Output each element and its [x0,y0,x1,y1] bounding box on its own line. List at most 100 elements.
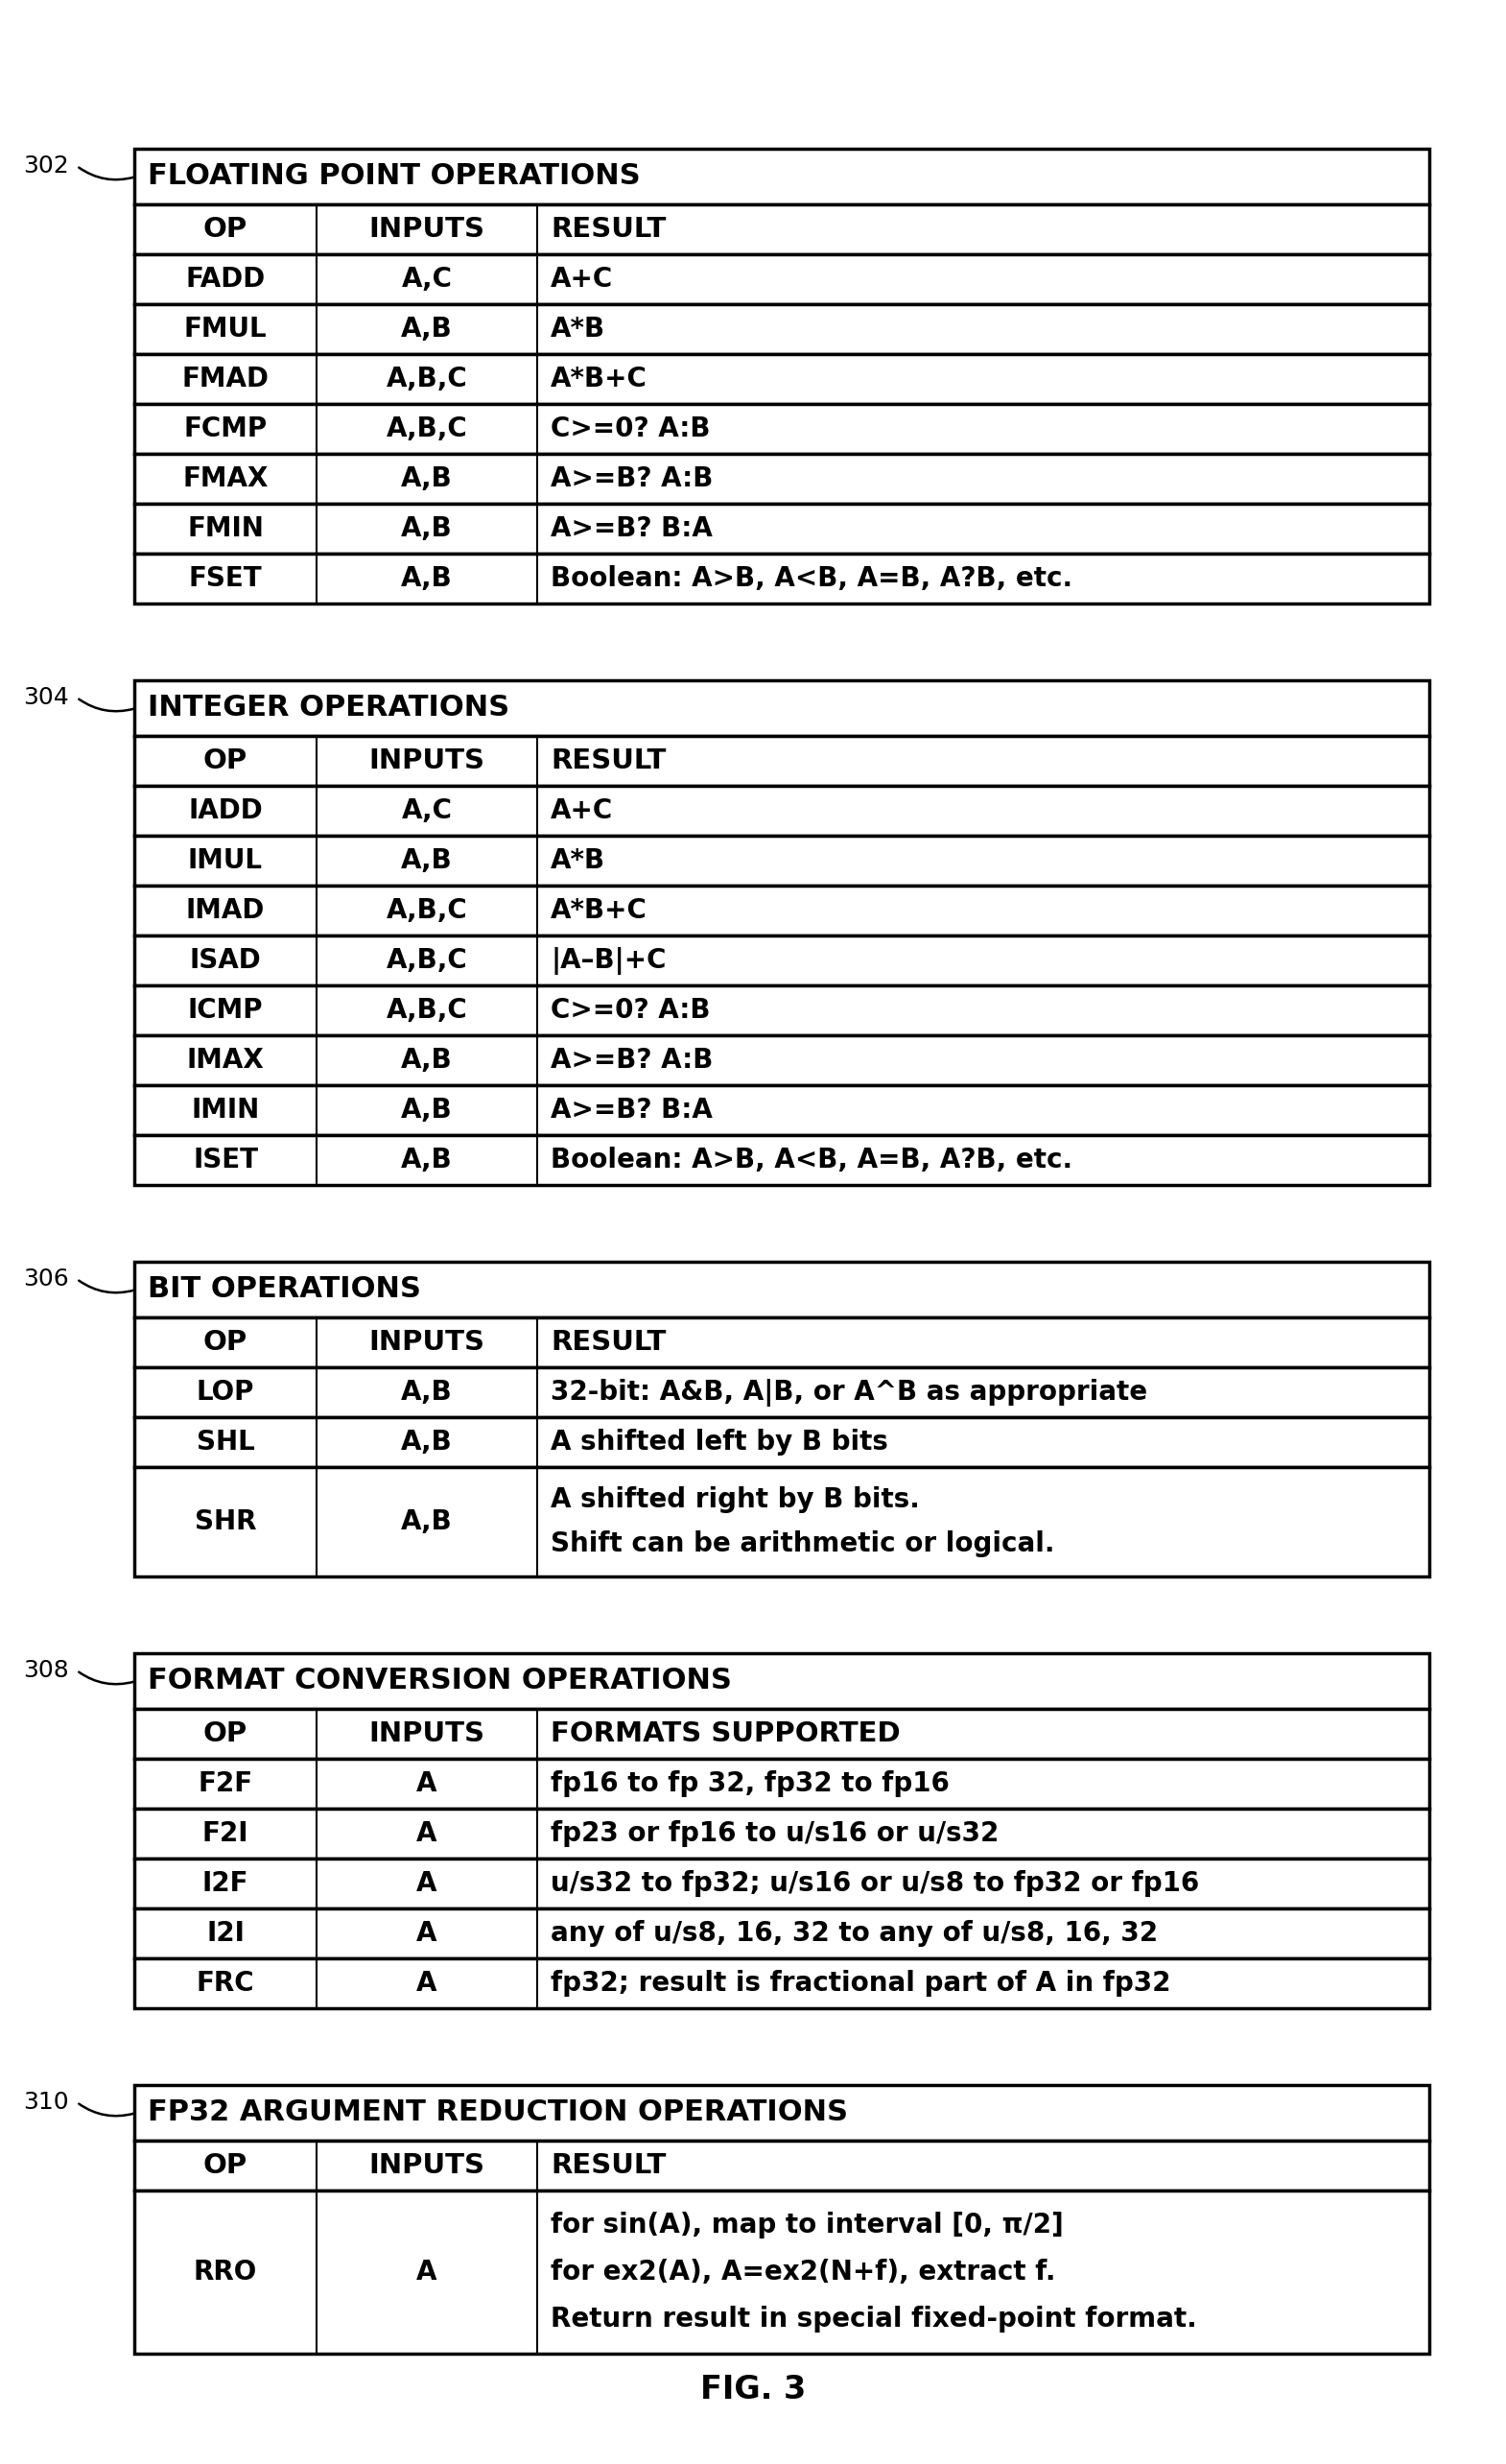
Text: SHR: SHR [194,1508,256,1535]
Text: A+C: A+C [551,798,613,825]
Text: A,B,C: A,B,C [386,365,467,392]
Text: FMAD: FMAD [182,365,270,392]
Text: A*B: A*B [551,315,605,342]
Bar [134,1084,1429,1136]
Bar [134,986,1429,1035]
Text: I2I: I2I [206,1919,244,1947]
Text: A,B: A,B [401,1096,453,1124]
Bar [134,1035,1429,1084]
Text: A,B: A,B [401,1146,453,1173]
Text: INPUTS: INPUTS [369,1328,485,1355]
Text: FSET: FSET [188,564,262,591]
Text: A,B: A,B [401,466,453,493]
Text: OP: OP [203,1720,247,1747]
Text: 32-bit: A&B, A|B, or A^B as appropriate: 32-bit: A&B, A|B, or A^B as appropriate [551,1377,1148,1407]
Text: fp32; result is fractional part of A in fp32: fp32; result is fractional part of A in … [551,1969,1170,1996]
Text: INPUTS: INPUTS [369,217,485,244]
Bar [134,1710,1429,1759]
Text: fp16 to fp 32, fp32 to fp16: fp16 to fp 32, fp32 to fp16 [551,1769,949,1796]
Bar [134,355,1429,404]
Text: u/s32 to fp32; u/s16 or u/s8 to fp32 or fp16: u/s32 to fp32; u/s16 or u/s8 to fp32 or … [551,1870,1199,1897]
Text: A,B: A,B [401,1380,453,1404]
Text: OP: OP [203,747,247,774]
Text: A,B,C: A,B,C [386,897,467,924]
Bar [134,254,1429,303]
Text: ISET: ISET [193,1146,258,1173]
Text: A: A [417,2259,437,2287]
Text: RESULT: RESULT [551,217,666,244]
Text: A: A [417,1870,437,1897]
Text: A,B,C: A,B,C [386,998,467,1023]
Bar [134,1910,1429,1959]
Text: A>=B? B:A: A>=B? B:A [551,1096,712,1124]
Bar [134,2141,1429,2190]
Text: F2F: F2F [197,1769,253,1796]
Text: ICMP: ICMP [188,998,264,1023]
Text: INPUTS: INPUTS [369,747,485,774]
Text: LOP: LOP [196,1380,255,1404]
Text: A+C: A+C [551,266,613,293]
Text: A,B: A,B [401,315,453,342]
Text: IADD: IADD [188,798,262,825]
Text: INPUTS: INPUTS [369,2151,485,2178]
Text: A>=B? A:B: A>=B? A:B [551,466,712,493]
Text: Shift can be arithmetic or logical.: Shift can be arithmetic or logical. [551,1530,1054,1557]
Text: for ex2(A), A=ex2(N+f), extract f.: for ex2(A), A=ex2(N+f), extract f. [551,2259,1056,2287]
Bar [134,1959,1429,2008]
Bar [134,1368,1429,1417]
Text: A,B: A,B [401,848,453,875]
Text: FRC: FRC [196,1969,255,1996]
Text: C>=0? A:B: C>=0? A:B [551,998,711,1023]
Bar [134,1759,1429,1809]
Text: FMUL: FMUL [184,315,267,342]
Text: IMIN: IMIN [191,1096,259,1124]
Text: A shifted left by B bits: A shifted left by B bits [551,1429,889,1456]
Bar [134,554,1429,604]
Text: A shifted right by B bits.: A shifted right by B bits. [551,1486,920,1513]
Text: 308: 308 [23,1658,69,1683]
Text: FMIN: FMIN [187,515,264,542]
Bar [134,1136,1429,1185]
Text: IMUL: IMUL [188,848,264,875]
Text: A,B: A,B [401,515,453,542]
Text: A,C: A,C [402,798,452,825]
Text: I2F: I2F [202,1870,248,1897]
Text: F2I: F2I [202,1821,248,1848]
Text: Boolean: A>B, A<B, A=B, A?B, etc.: Boolean: A>B, A<B, A=B, A?B, etc. [551,564,1072,591]
Bar [134,1262,1429,1318]
Text: 304: 304 [23,685,69,710]
Bar [134,885,1429,936]
Text: A,B,C: A,B,C [386,416,467,444]
Text: 310: 310 [24,2092,69,2114]
Text: C>=0? A:B: C>=0? A:B [551,416,711,444]
Text: INPUTS: INPUTS [369,1720,485,1747]
Bar [134,1318,1429,1368]
Bar [134,1466,1429,1577]
Text: RRO: RRO [194,2259,258,2287]
Text: A*B+C: A*B+C [551,897,648,924]
Text: FIG. 3: FIG. 3 [700,2373,806,2405]
Text: FLOATING POINT OPERATIONS: FLOATING POINT OPERATIONS [148,163,640,190]
Text: A,C: A,C [402,266,452,293]
Text: A>=B? A:B: A>=B? A:B [551,1047,712,1074]
Bar [134,2085,1429,2141]
Text: A,B,C: A,B,C [386,946,467,973]
Text: A,B: A,B [401,1047,453,1074]
Text: A*B+C: A*B+C [551,365,648,392]
Bar [134,303,1429,355]
Bar [134,503,1429,554]
Text: A: A [417,1821,437,1848]
Bar [134,680,1429,737]
Text: fp23 or fp16 to u/s16 or u/s32: fp23 or fp16 to u/s16 or u/s32 [551,1821,998,1848]
Text: RESULT: RESULT [551,747,666,774]
Text: Return result in special fixed-point format.: Return result in special fixed-point for… [551,2306,1197,2331]
Text: Boolean: A>B, A<B, A=B, A?B, etc.: Boolean: A>B, A<B, A=B, A?B, etc. [551,1146,1072,1173]
Text: A>=B? B:A: A>=B? B:A [551,515,712,542]
Text: A,B: A,B [401,1429,453,1456]
Text: INTEGER OPERATIONS: INTEGER OPERATIONS [148,695,509,722]
Text: BIT OPERATIONS: BIT OPERATIONS [148,1276,422,1303]
Bar [134,1417,1429,1466]
Text: for sin(A), map to interval [0, π/2]: for sin(A), map to interval [0, π/2] [551,2213,1063,2240]
Text: FCMP: FCMP [184,416,267,444]
Text: RESULT: RESULT [551,2151,666,2178]
